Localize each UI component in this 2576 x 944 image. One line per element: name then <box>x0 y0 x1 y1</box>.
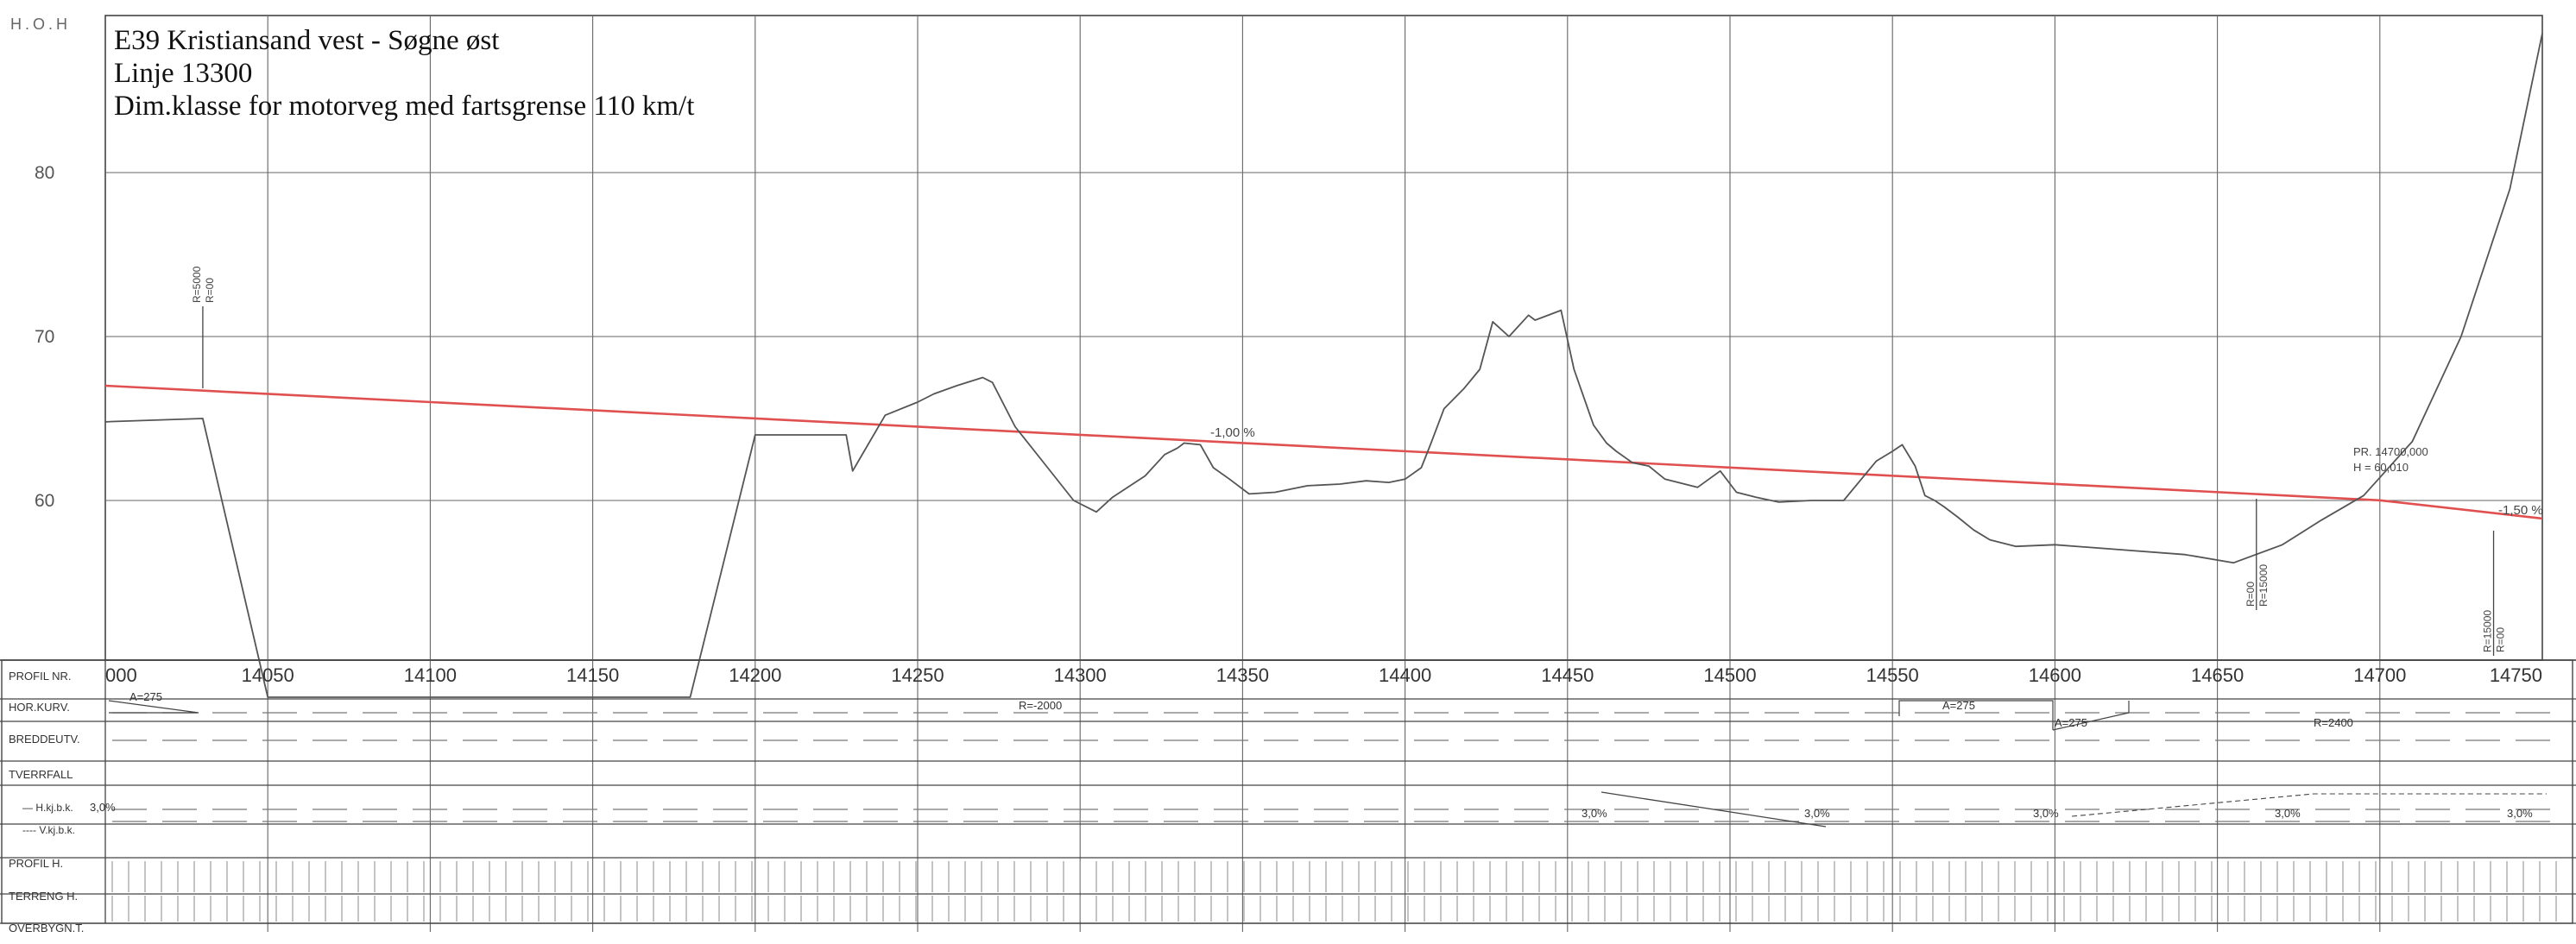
x-tick-label: 14500 <box>1703 664 1756 686</box>
x-tick-label: 14250 <box>891 664 944 686</box>
x-tick-label: 14150 <box>566 664 619 686</box>
crossfall-label: 3,0% <box>2275 807 2301 820</box>
band-label-overbygn: OVERBYGN.T. <box>9 922 84 935</box>
data-bands: PROFIL NR. HOR.KURV. BREDDEUTV. TVERRFALL PR… <box>0 659 2576 935</box>
x-tick-label: 14750 <box>2490 664 2542 686</box>
terrain-line <box>104 33 2543 698</box>
title-class: Dim.klasse for motorveg med fartsgrense … <box>114 91 695 122</box>
band-label-terreng-h: TERRENG H. <box>9 890 78 903</box>
vertical-curve-1-label-b: R=00 <box>204 278 216 303</box>
y-tick-label: 70 <box>35 327 54 347</box>
band-label-tverrfall: TVERRFALL <box>9 768 73 781</box>
band-frame <box>1 659 2573 924</box>
y-axis-title: H.O.H <box>10 16 71 33</box>
hor-r1-label: R=-2000 <box>1019 699 1062 712</box>
title-road: E39 Kristiansand vest - Søgne øst <box>114 25 500 56</box>
x-tick-label: 14350 <box>1216 664 1269 686</box>
crossfall-transition-2 <box>2071 793 2547 817</box>
vertical-curve-3-label: R=15000 <box>2482 610 2494 652</box>
vertical-curve-3-label-b: R=00 <box>2495 627 2507 652</box>
x-tick-label: 14650 <box>2191 664 2244 686</box>
hor-transition-1 <box>108 700 199 714</box>
hor-a2-label: A=275 <box>1942 699 1975 712</box>
title-line: Linje 13300 <box>114 58 253 89</box>
x-tick-label: 14100 <box>404 664 457 686</box>
x-tick-label-first: 000 <box>105 664 137 686</box>
band-label-breddeutv: BREDDEUTV. <box>9 733 80 746</box>
road-profile-line <box>104 384 2543 520</box>
band-label-h-kj: — H.kj.b.k. <box>22 802 73 814</box>
x-tick-label: 14550 <box>1866 664 1919 686</box>
x-tick-label: 14300 <box>1054 664 1107 686</box>
x-tick-label: 14450 <box>1541 664 1594 686</box>
grade-label: -1,00 % <box>1210 425 1255 440</box>
band-label-v-kj: ---- V.kj.b.k. <box>22 824 75 836</box>
y-tick-label: 80 <box>35 163 54 183</box>
vertical-curve-1-label: R=5000 <box>191 266 203 303</box>
height-label: H = 60,010 <box>2353 461 2409 474</box>
hor-transition-3 <box>2052 701 2130 731</box>
chart-series <box>104 33 2543 698</box>
crossfall-label: 3,0% <box>2507 807 2533 820</box>
x-tick-label: 14400 <box>1379 664 1431 686</box>
y-tick-label: 60 <box>35 491 54 511</box>
drawing-title: E39 Kristiansand vest - Søgne øst Linje … <box>114 24 694 123</box>
grade-end-label: -1,50 % <box>2498 503 2543 518</box>
x-tick-label: 14700 <box>2353 664 2406 686</box>
crossfall-transition-1 <box>1601 791 1827 828</box>
crossfall-label: 3,0% <box>1804 807 1830 820</box>
vertical-curve-2-label-b: R=15000 <box>2257 564 2270 607</box>
hor-transition-2 <box>1898 700 2054 730</box>
band-label-profil-h: PROFIL H. <box>9 857 63 870</box>
hor-a1-label: A=275 <box>129 690 162 703</box>
crossfall-label: 3,0% <box>1582 807 1607 820</box>
x-tick-label: 14050 <box>242 664 294 686</box>
hor-r2-label: R=2400 <box>2314 716 2353 729</box>
band-label-profil-nr: PROFIL NR. <box>9 670 71 683</box>
x-tick-label: 14200 <box>729 664 781 686</box>
crossfall-label: 3,0% <box>2033 807 2059 820</box>
y-axis-labels: H.O.H 80 70 60 <box>10 16 71 511</box>
vertical-curve-2-label: R=00 <box>2245 582 2257 607</box>
pr-label: PR. 14700,000 <box>2353 445 2428 458</box>
crossfall-label: 3,0% <box>90 801 116 814</box>
x-tick-label: 14600 <box>2029 664 2081 686</box>
band-label-hor-kurv: HOR.KURV. <box>9 701 70 714</box>
hor-a3-label: A=275 <box>2055 716 2087 729</box>
